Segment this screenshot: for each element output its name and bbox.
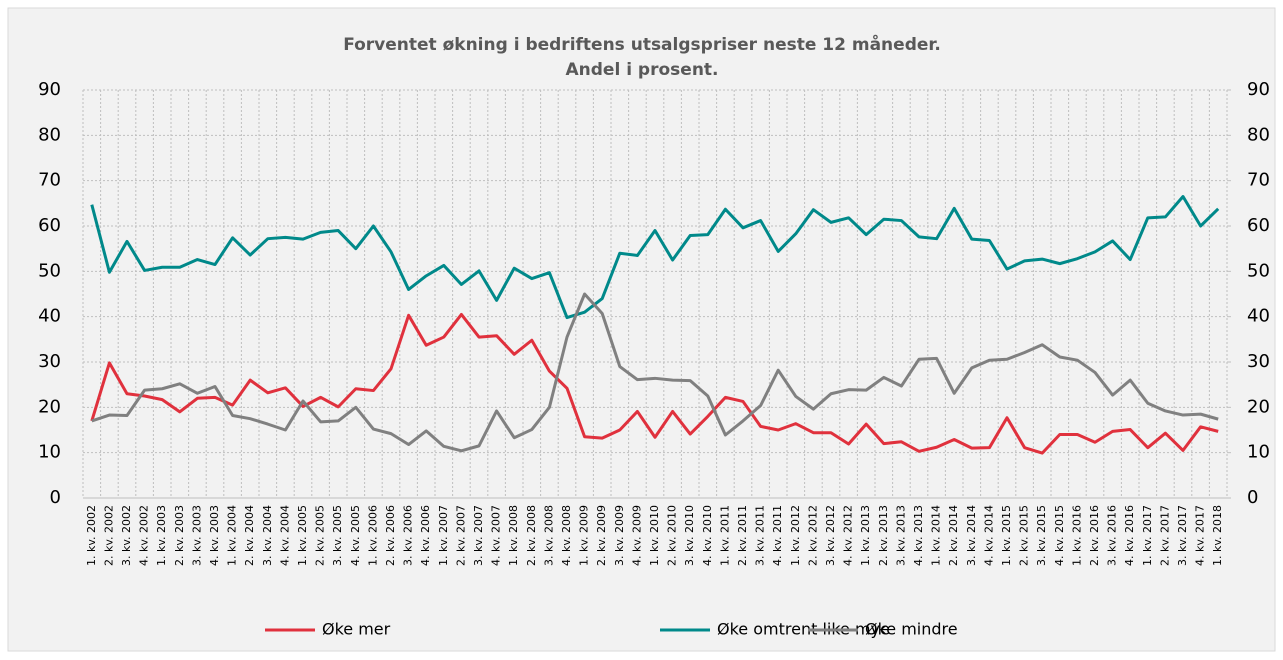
y-tick-label: 20	[38, 396, 61, 417]
x-tick-label: 3. kv. 2007	[472, 505, 485, 566]
x-tick-label: 1. kv. 2012	[789, 505, 802, 566]
x-tick-label: 1. kv. 2016	[1070, 505, 1083, 566]
x-tick-label: 1. kv. 2002	[85, 505, 98, 566]
y-tick-label: 60	[38, 215, 61, 236]
x-tick-label: 3. kv. 2012	[824, 505, 837, 566]
y2-tick-label: 30	[1247, 351, 1270, 372]
x-tick-label: 4. kv. 2008	[560, 505, 573, 566]
y-tick-label: 50	[38, 260, 61, 281]
y2-tick-label: 40	[1247, 306, 1270, 327]
x-tick-label: 4. kv. 2003	[208, 505, 221, 566]
y2-tick-label: 70	[1247, 170, 1270, 191]
x-tick-label: 4. kv. 2015	[1053, 505, 1066, 566]
x-tick-label: 2. kv. 2016	[1088, 505, 1101, 566]
legend-label: Øke omtrent like mye	[717, 620, 890, 639]
x-tick-label: 1. kv. 2010	[648, 505, 661, 566]
y-tick-label: 0	[50, 487, 61, 508]
chart-title: Forventet økning i bedriftens utsalgspri…	[343, 33, 941, 55]
y-tick-label: 90	[38, 79, 61, 100]
x-tick-label: 1. kv. 2009	[578, 505, 591, 566]
x-tick-label: 4. kv. 2009	[630, 505, 643, 566]
y2-tick-label: 50	[1247, 260, 1270, 281]
legend-label: Øke mindre	[865, 620, 958, 639]
x-tick-label: 3. kv. 2006	[402, 505, 415, 566]
series-line	[90, 195, 1220, 320]
x-tick-label: 4. kv. 2016	[1123, 505, 1136, 566]
x-tick-label: 1. kv. 2017	[1141, 505, 1154, 566]
x-tick-label: 1. kv. 2006	[366, 505, 379, 566]
x-tick-label: 1. kv. 2003	[155, 505, 168, 566]
x-tick-label: 1. kv. 2014	[930, 505, 943, 566]
y-tick-label: 10	[38, 442, 61, 463]
x-tick-label: 2. kv. 2009	[595, 505, 608, 566]
x-tick-label: 4. kv. 2002	[138, 505, 151, 566]
x-tick-label: 4. kv. 2010	[701, 505, 714, 566]
x-tick-label: 3. kv. 2005	[331, 505, 344, 566]
x-tick-label: 4. kv. 2004	[278, 505, 291, 566]
y-tick-label: 40	[38, 306, 61, 327]
x-tick-label: 4. kv. 2007	[490, 505, 503, 566]
x-tick-label: 4. kv. 2013	[912, 505, 925, 566]
x-tick-label: 1. kv. 2008	[507, 505, 520, 566]
y2-tick-label: 20	[1247, 396, 1270, 417]
x-tick-label: 3. kv. 2002	[120, 505, 133, 566]
x-tick-label: 3. kv. 2010	[683, 505, 696, 566]
x-tick-label: 3. kv. 2009	[613, 505, 626, 566]
x-tick-label: 3. kv. 2003	[190, 505, 203, 566]
x-tick-label: 3. kv. 2011	[754, 505, 767, 566]
x-tick-label: 2. kv. 2015	[1018, 505, 1031, 566]
x-tick-label: 4. kv. 2006	[419, 505, 432, 566]
y2-tick-label: 90	[1247, 79, 1270, 100]
x-tick-label: 3. kv. 2016	[1106, 505, 1119, 566]
x-tick-label: 1. kv. 2007	[437, 505, 450, 566]
x-tick-label: 1. kv. 2004	[226, 505, 239, 566]
x-tick-label: 2. kv. 2012	[806, 505, 819, 566]
x-tick-label: 4. kv. 2011	[771, 505, 784, 566]
legend-label: Øke mer	[322, 620, 391, 639]
x-tick-label: 2. kv. 2008	[525, 505, 538, 566]
x-tick-label: 1. kv. 2013	[859, 505, 872, 566]
x-tick-label: 1. kv. 2011	[718, 505, 731, 566]
x-tick-label: 2. kv. 2003	[173, 505, 186, 566]
x-tick-label: 2. kv. 2007	[454, 505, 467, 566]
x-tick-label: 2. kv. 2017	[1158, 505, 1171, 566]
x-tick-label: 3. kv. 2014	[965, 505, 978, 566]
x-tick-label: 2. kv. 2005	[314, 505, 327, 566]
x-tick-label: 4. kv. 2017	[1194, 505, 1207, 566]
x-tick-label: 4. kv. 2012	[842, 505, 855, 566]
x-tick-label: 2. kv. 2006	[384, 505, 397, 566]
y2-tick-label: 0	[1247, 487, 1258, 508]
y-tick-label: 80	[38, 124, 61, 145]
x-tick-label: 2. kv. 2011	[736, 505, 749, 566]
x-tick-label: 3. kv. 2017	[1176, 505, 1189, 566]
y-tick-label: 70	[38, 170, 61, 191]
series-line	[91, 292, 1219, 453]
x-tick-label: 3. kv. 2008	[542, 505, 555, 566]
y-tick-label: 30	[38, 351, 61, 372]
x-tick-label: 3. kv. 2013	[894, 505, 907, 566]
chart-subtitle: Andel i prosent.	[565, 60, 718, 80]
x-tick-label: 2. kv. 2014	[947, 505, 960, 566]
x-tick-label: 2. kv. 2004	[243, 505, 256, 566]
x-tick-label: 2. kv. 2010	[666, 505, 679, 566]
y2-tick-label: 80	[1247, 124, 1270, 145]
x-tick-label: 4. kv. 2005	[349, 505, 362, 566]
y2-tick-label: 10	[1247, 442, 1270, 463]
chart-background	[7, 7, 1276, 652]
x-tick-label: 2. kv. 2013	[877, 505, 890, 566]
x-tick-label: 2. kv. 2002	[102, 505, 115, 566]
y2-tick-label: 60	[1247, 215, 1270, 236]
series-line	[90, 312, 1219, 455]
x-tick-label: 4. kv. 2014	[982, 505, 995, 566]
x-tick-label: 1. kv. 2005	[296, 505, 309, 566]
x-tick-label: 1. kv. 2015	[1000, 505, 1013, 566]
x-tick-label: 3. kv. 2015	[1035, 505, 1048, 566]
x-tick-label: 3. kv. 2004	[261, 505, 274, 566]
x-tick-label: 1. kv. 2018	[1211, 505, 1224, 566]
